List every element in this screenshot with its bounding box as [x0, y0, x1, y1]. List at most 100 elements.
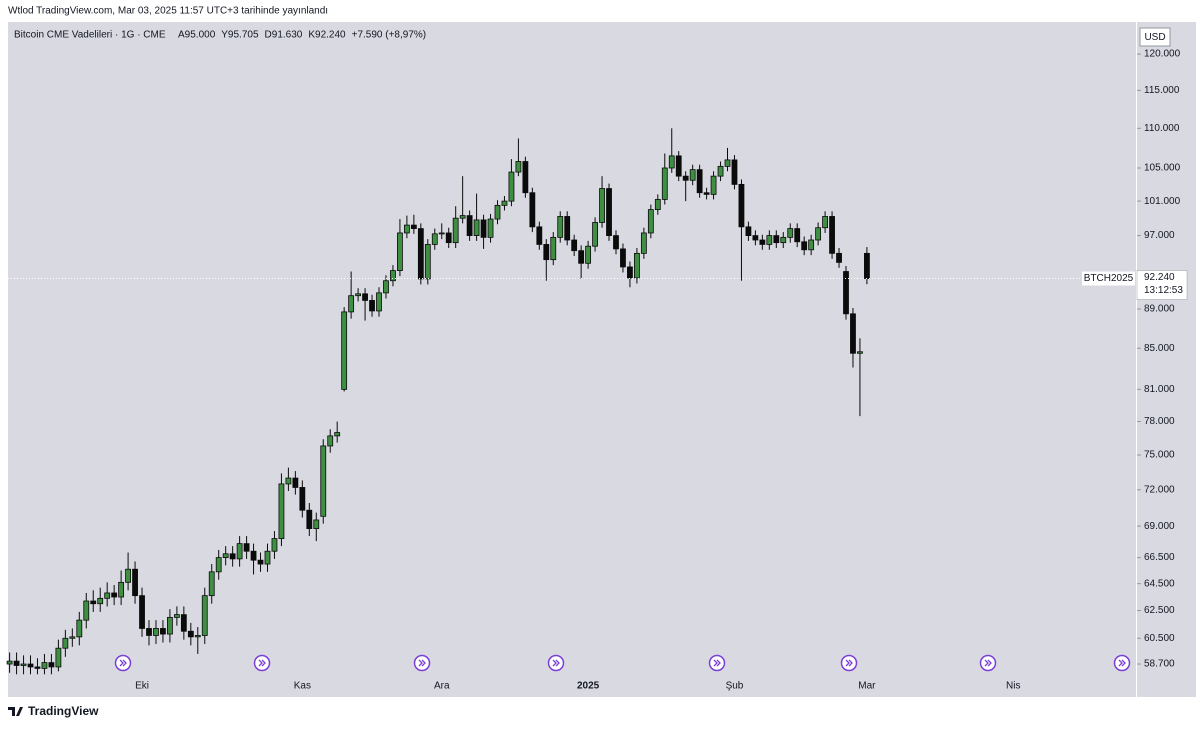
- candle-body: [550, 236, 557, 261]
- candle-body: [857, 351, 863, 354]
- y-tick-label: 120.000: [1144, 49, 1181, 60]
- candle-body: [773, 235, 780, 244]
- candle-body: [864, 252, 870, 279]
- candle-body: [452, 217, 459, 244]
- candle-body: [97, 597, 104, 605]
- candle-body: [34, 666, 41, 669]
- candle-body: [167, 616, 173, 635]
- candle-body: [682, 175, 689, 181]
- candle-body: [487, 218, 494, 238]
- event-arrow: [258, 659, 266, 667]
- candle-body: [703, 192, 710, 195]
- candle-body: [522, 161, 529, 194]
- candle-body: [417, 228, 424, 280]
- candle-body: [536, 226, 543, 245]
- candle-body: [313, 519, 320, 530]
- candle-body: [69, 636, 76, 639]
- candle-body: [299, 487, 306, 511]
- y-tick-label: 110.000: [1144, 123, 1180, 134]
- candle-body: [431, 233, 438, 245]
- candle-body: [480, 219, 487, 238]
- candle-body: [341, 311, 348, 390]
- ohlc-value: +7.590 (+8,97%): [352, 30, 427, 41]
- candle-body: [613, 235, 619, 250]
- candle-body: [201, 595, 208, 636]
- price-axis: [1137, 22, 1196, 697]
- y-tick-label: 69.000: [1144, 521, 1175, 532]
- candle-body: [696, 169, 703, 194]
- event-arrow: [1118, 659, 1126, 667]
- candle-body: [745, 226, 752, 236]
- candle-body: [815, 227, 822, 241]
- candle-body: [780, 236, 787, 244]
- candle-body: [599, 188, 605, 223]
- event-flags: [114, 654, 1131, 672]
- y-tick-label: 72.000: [1144, 484, 1175, 495]
- ohlc-value: A95.000: [178, 30, 216, 41]
- candle-body: [125, 568, 131, 583]
- symbol-tag-box: [1082, 271, 1135, 286]
- candle-body: [850, 313, 856, 354]
- currency: USD: [1144, 32, 1165, 43]
- candle-body: [675, 155, 682, 177]
- candle-body: [564, 216, 571, 241]
- candle-body: [836, 252, 842, 263]
- y-tick-label: 105.000: [1144, 163, 1181, 174]
- candle-body: [257, 559, 264, 565]
- candle-body: [390, 270, 396, 282]
- candle-body: [585, 245, 592, 264]
- y-tick-label: 78.000: [1144, 416, 1175, 427]
- y-tick-label: 62.500: [1144, 605, 1175, 616]
- ohlc-value: Y95.705: [221, 30, 259, 41]
- countdown: 13:12:53: [1144, 285, 1183, 296]
- x-tick-label: Şub: [726, 681, 744, 692]
- plot-area: [8, 22, 1136, 675]
- symbol-title: Bitcoin CME Vadelileri · 1G · CME: [14, 30, 166, 41]
- candle-body: [592, 222, 598, 247]
- footer-logo: TradingView: [8, 704, 99, 718]
- candle-body: [376, 292, 382, 312]
- y-tick-label: 60.500: [1144, 633, 1175, 644]
- candle-body: [194, 635, 201, 638]
- y-tick-label: 89.000: [1144, 304, 1175, 315]
- price-label-box: [1136, 270, 1188, 300]
- candle-body: [264, 550, 271, 565]
- candle-body: [578, 250, 585, 264]
- candle-body: [236, 543, 243, 560]
- time-axis: [8, 675, 1136, 697]
- logo-mark: [8, 707, 23, 716]
- candle-body: [278, 483, 285, 539]
- ohlc-value: D91.630: [265, 30, 303, 41]
- candle-body: [640, 232, 647, 254]
- candle-body: [634, 252, 640, 279]
- candle-body: [787, 228, 794, 238]
- candle-body: [348, 295, 355, 313]
- candle-body: [738, 183, 745, 228]
- candle-body: [13, 660, 20, 666]
- candle-body: [424, 244, 431, 280]
- candle-body: [83, 600, 90, 621]
- published-note: Wtlod TradingView.com, Mar 03, 2025 11:5…: [8, 6, 328, 17]
- candle-body: [410, 224, 417, 229]
- x-tick-label: Kas: [294, 681, 311, 692]
- candle-body: [459, 215, 466, 219]
- candle-body: [571, 239, 578, 252]
- y-tick-label: 101.000: [1144, 196, 1181, 207]
- candle-body: [250, 550, 257, 561]
- candle-body: [383, 280, 389, 294]
- candle-body: [724, 159, 731, 167]
- candle-body: [271, 538, 278, 552]
- candle-body: [620, 248, 626, 268]
- candle-body: [766, 235, 773, 245]
- candle-body: [55, 647, 62, 668]
- candle-body: [397, 232, 403, 271]
- event-arrow: [713, 659, 721, 667]
- currency-box: [1139, 27, 1171, 47]
- candle-body: [334, 432, 341, 437]
- candle-body: [661, 167, 668, 200]
- candle-body: [606, 188, 612, 236]
- candle-body: [320, 445, 327, 517]
- candle-body: [208, 571, 215, 597]
- candle-body: [501, 200, 508, 206]
